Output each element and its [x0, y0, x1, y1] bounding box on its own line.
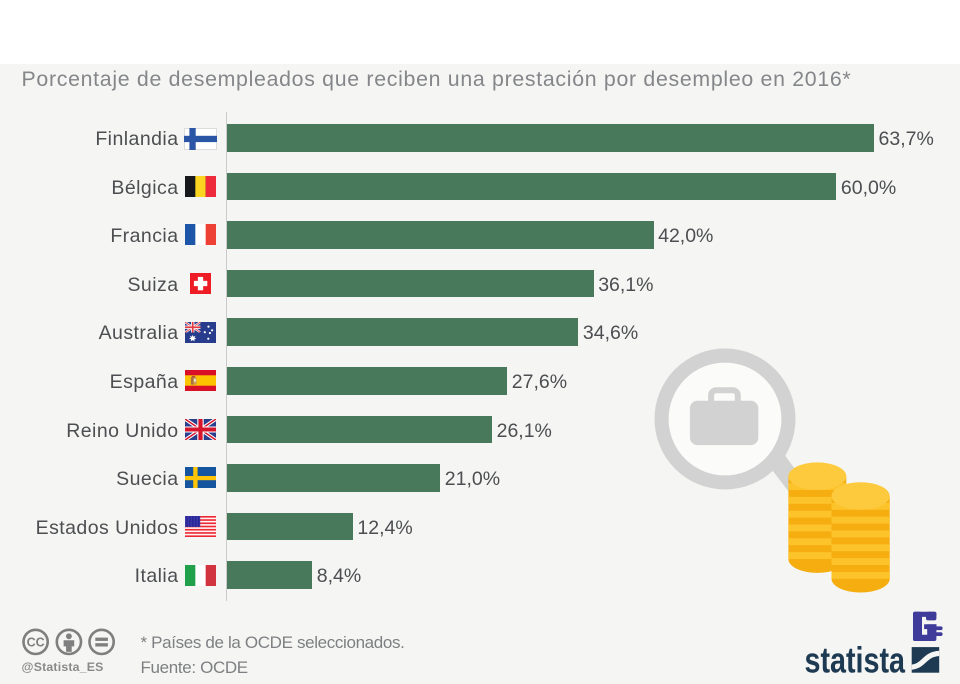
svg-text:CC: CC — [27, 635, 45, 649]
svg-text:statista: statista — [805, 640, 906, 681]
